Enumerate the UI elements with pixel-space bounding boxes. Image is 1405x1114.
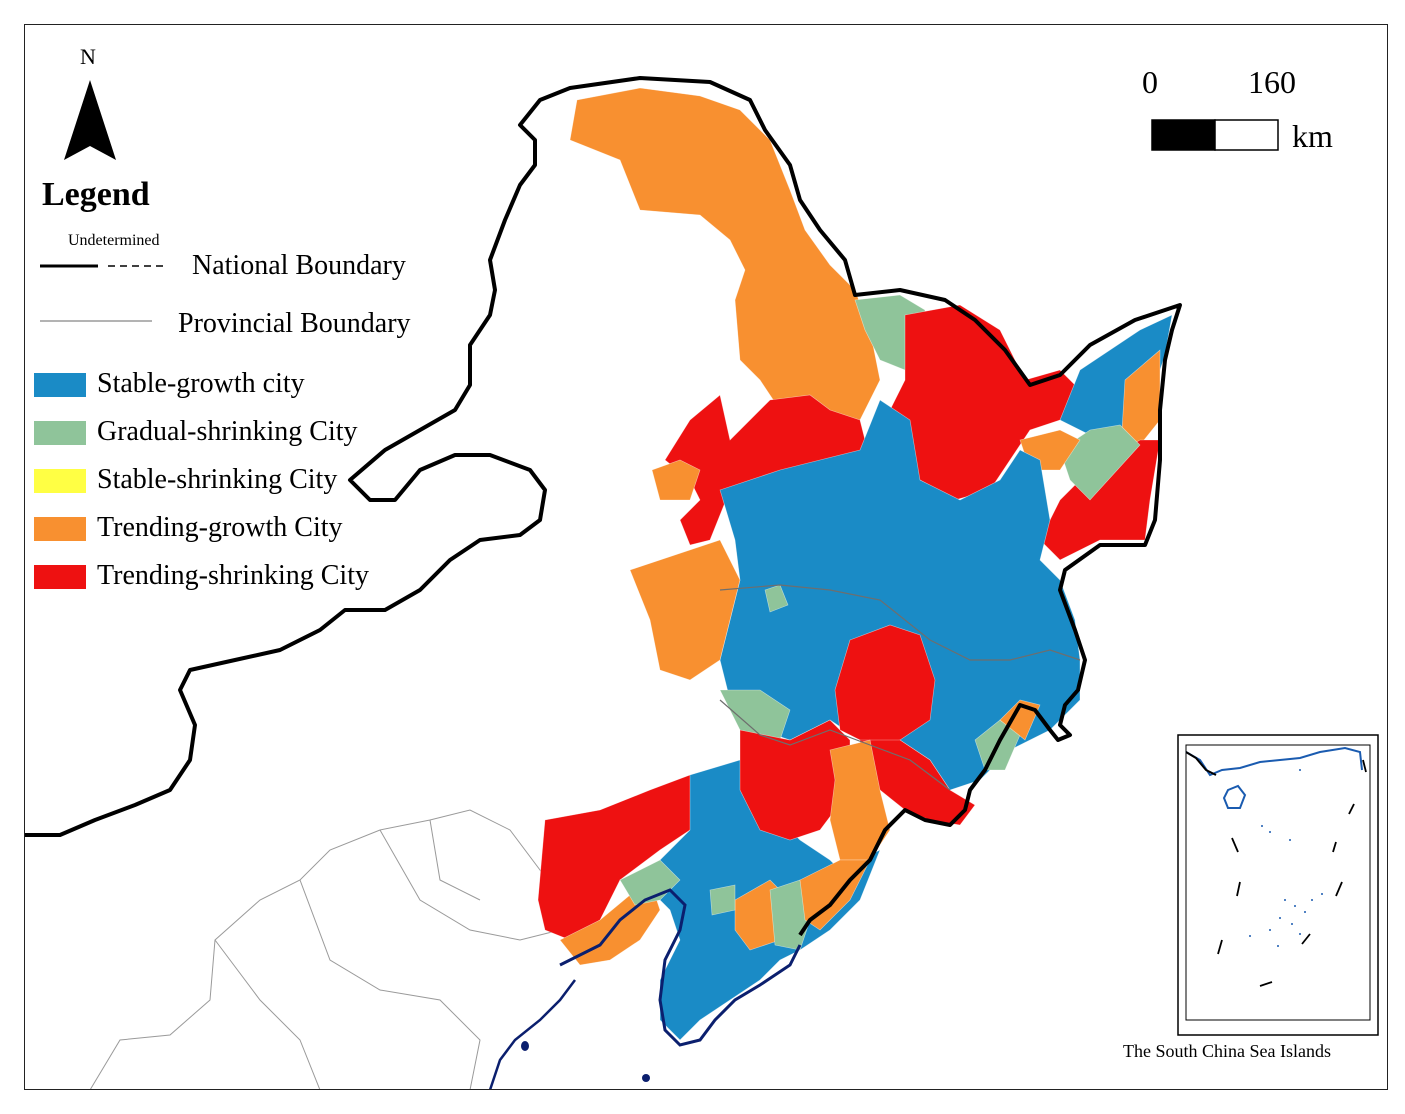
north-arrow-icon xyxy=(64,80,116,160)
region-liaoning-west-shrinking xyxy=(537,774,701,941)
scale-bar-white xyxy=(1214,119,1279,151)
region-east-green xyxy=(1059,424,1141,501)
scale-bar-unit-label: km xyxy=(1292,118,1333,154)
region-small-green xyxy=(764,584,789,613)
north-arrow-label: N xyxy=(80,44,96,69)
inset-caption: The South China Sea Islands xyxy=(1123,1041,1331,1061)
legend-label-trending-growth: Trending-growth City xyxy=(97,512,343,543)
coastal-island xyxy=(642,1074,650,1082)
legend-swatch-stable-growth xyxy=(34,373,86,397)
legend-swatch-trending-shrinking xyxy=(34,565,86,589)
legend-swatch-stable-shrinking xyxy=(34,469,86,493)
legend-title: Legend xyxy=(42,176,150,213)
coastline-river xyxy=(489,979,576,1089)
region-fareast-orange xyxy=(1121,349,1161,446)
scale-bar-end-label: 160 xyxy=(1248,64,1296,100)
legend-label-stable-growth: Stable-growth city xyxy=(97,368,305,399)
provincial-boundaries xyxy=(719,584,1081,791)
region-north-growth xyxy=(569,87,881,421)
coastline xyxy=(559,888,802,1047)
national-boundary xyxy=(25,76,1182,937)
legend-label-gradual-shrinking: Gradual-shrinking City xyxy=(97,416,358,447)
region-west-orange-b xyxy=(629,539,741,681)
national-boundary-label: National Boundary xyxy=(192,250,406,281)
neighbor-provinces xyxy=(90,809,561,1089)
inset-map xyxy=(1177,734,1379,1036)
region-west-green xyxy=(719,689,791,741)
region-west-orange-a xyxy=(651,459,701,501)
region-central-shrinking xyxy=(834,624,936,746)
map-regions xyxy=(537,87,1173,1041)
legend-label-trending-shrinking: Trending-shrinking City xyxy=(97,560,369,591)
scale-bar-black xyxy=(1151,119,1216,151)
undetermined-label: Undetermined xyxy=(68,232,160,249)
legend-swatch-trending-growth xyxy=(34,517,86,541)
legend-label-stable-shrinking: Stable-shrinking City xyxy=(97,464,338,495)
legend-swatch-gradual-shrinking xyxy=(34,421,86,445)
scale-bar-start-label: 0 xyxy=(1142,64,1158,100)
region-liaoning-small-green-b xyxy=(709,884,736,916)
provincial-boundary-label: Provincial Boundary xyxy=(178,308,411,339)
coastal-island xyxy=(521,1041,529,1051)
